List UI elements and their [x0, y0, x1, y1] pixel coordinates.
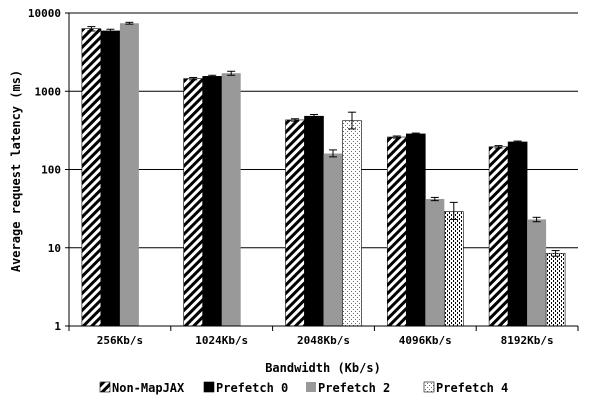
y-axis-title: Average request latency (ms) — [9, 70, 23, 272]
x-tick-label: 4096Kb/s — [399, 334, 452, 347]
y-tick-label: 1000 — [35, 85, 62, 98]
y-tick-label: 10000 — [28, 7, 61, 20]
y-tick-label: 100 — [41, 164, 61, 177]
x-tick-label: 1024Kb/s — [195, 334, 248, 347]
x-axis-title: Bandwidth (Kb/s) — [265, 361, 381, 375]
bar — [527, 219, 547, 326]
bar — [323, 153, 343, 326]
bar — [221, 73, 241, 326]
x-tick-label: 2048Kb/s — [297, 334, 350, 347]
legend-swatch — [306, 382, 316, 392]
bars — [81, 21, 566, 327]
y-tick-label: 10 — [48, 242, 61, 255]
bar — [285, 119, 305, 327]
bar — [202, 76, 222, 327]
legend: Non-MapJAX Prefetch 0 Prefetch 2 Prefetch 4 — [99, 381, 508, 395]
x-tick-label: 256Kb/s — [97, 334, 143, 347]
x-tick-label: 8192Kb/s — [501, 334, 554, 347]
bar — [119, 23, 139, 327]
legend-swatch — [423, 381, 435, 393]
axes: 1 10 100 1000 10000 256Kb/s 1024Kb/s 2048Kb/s 40… — [28, 7, 579, 347]
legend-swatch — [99, 381, 111, 393]
bar — [405, 133, 426, 327]
bar — [183, 78, 203, 327]
legend-swatch — [203, 381, 215, 393]
y-tick-label: 1 — [54, 320, 61, 333]
bar — [507, 141, 528, 327]
bar — [342, 120, 362, 327]
legend-label: Prefetch 4 — [436, 381, 508, 395]
legend-label: Non-MapJAX — [112, 381, 185, 395]
bar — [81, 28, 102, 327]
bar — [386, 136, 407, 327]
bar — [100, 30, 121, 327]
bar — [425, 198, 445, 326]
bar — [488, 146, 509, 327]
bar — [545, 252, 566, 327]
legend-label: Prefetch 2 — [318, 381, 390, 395]
bar — [443, 211, 464, 327]
legend-label: Prefetch 0 — [216, 381, 288, 395]
bar — [304, 115, 324, 327]
